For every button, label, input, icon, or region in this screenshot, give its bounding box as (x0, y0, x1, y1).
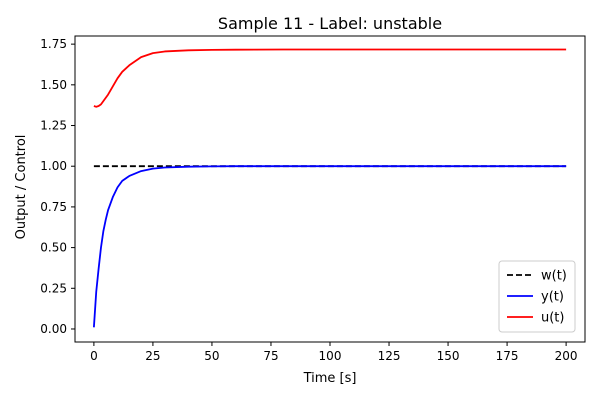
legend-box (498, 260, 576, 333)
y-tick-label: 0.00 (40, 322, 67, 336)
y-tick-label: 1.50 (40, 78, 67, 92)
legend-label: y(t) (541, 290, 564, 305)
y-tick-label: 1.00 (40, 159, 67, 173)
x-tick-label: 75 (263, 349, 278, 363)
x-tick-label: 125 (378, 349, 401, 363)
y-tick-label: 0.75 (40, 200, 67, 214)
x-tick-label: 50 (204, 349, 219, 363)
x-tick-label: 0 (90, 349, 98, 363)
y-tick-label: 0.50 (40, 241, 67, 255)
x-tick-label: 200 (555, 349, 578, 363)
legend-label: w(t) (541, 269, 567, 284)
axes: 0 25 50 75 100 125 150 175 200 0.00 0.25 0.50 0.75 1.… (40, 35, 586, 363)
y-tick-label: 1.25 (40, 119, 67, 133)
x-tick-label: 150 (437, 349, 460, 363)
chart-title: Sample 11 - Label: unstable (218, 14, 442, 33)
x-tick-label: 175 (496, 349, 519, 363)
x-tick-label: 100 (319, 349, 342, 363)
y-tick-label: 1.75 (40, 37, 67, 51)
y-tick-label: 0.25 (40, 281, 67, 295)
x-tick-label: 25 (145, 349, 160, 363)
series-line-yt (92, 165, 567, 328)
series-line-ut (93, 48, 567, 108)
x-axis-label: Time [s] (303, 371, 357, 386)
y-axis-label: Output / Control (14, 135, 29, 240)
legend-label: u(t) (541, 311, 564, 326)
plot-area (92, 48, 567, 328)
legend: w(t) y(t) u(t) (498, 260, 576, 333)
